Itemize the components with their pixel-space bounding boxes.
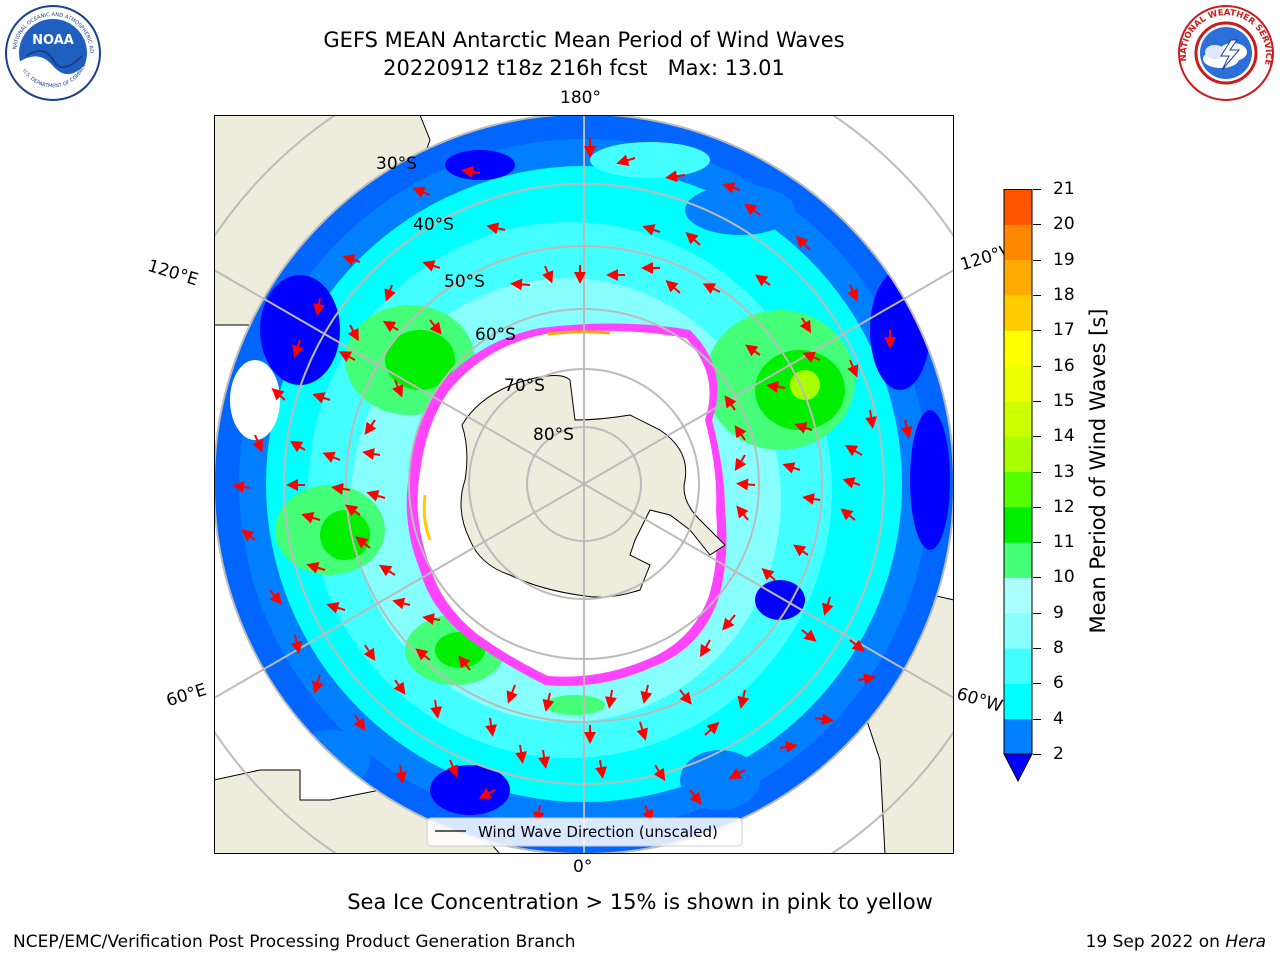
colorbar-band [1004,224,1032,261]
generation-date: 19 Sep 2022 on Hera [1086,932,1266,952]
colorbar-tick-mark [1033,436,1041,438]
colorbar-tick-mark [1033,648,1041,650]
wave-period-patches [230,142,950,815]
colorbar-tick-mark [1033,577,1041,579]
legend-label: Wind Wave Direction (unscaled) [478,823,718,841]
lat-label-70: 70°S [504,376,545,396]
colorbar-tick-mark [1033,471,1041,473]
chart-title: GEFS MEAN Antarctic Mean Period of Wind … [323,28,845,52]
lat-label-40: 40°S [413,215,454,235]
colorbar-under-triangle [1003,753,1033,783]
sea-ice-note: Sea Ice Concentration > 15% is shown in … [347,890,933,914]
colorbar-band [1004,400,1032,437]
colorbar-tick-label: 17 [1053,320,1075,341]
colorbar-tick-label: 16 [1053,355,1075,376]
colorbar-tick-label: 8 [1053,638,1064,659]
colorbar-tick-mark [1033,400,1041,402]
polar-map: 30°S 40°S 50°S 60°S 70°S 80°S [214,115,954,854]
colorbar-tick-mark [1033,189,1041,190]
lon-label-60e: 60°E [164,680,209,712]
colorbar-tick-label: 12 [1053,496,1075,517]
colorbar-tick-mark [1033,294,1041,296]
colorbar-tick-label: 18 [1053,284,1075,305]
noaa-logo: NOAA NATIONAL OCEANIC AND ATMOSPHERIC AD… [4,4,101,101]
colorbar-band [1004,718,1032,755]
colorbar-tick-mark [1033,542,1041,544]
lon-label-180: 180° [560,88,601,108]
lat-label-30: 30°S [376,154,417,174]
colorbar-band [1004,294,1032,331]
colorbar-band [1004,506,1032,543]
noaa-wordmark: NOAA [32,33,74,48]
colorbar-tick-mark [1033,754,1041,755]
colorbar-tick-label: 20 [1053,214,1075,235]
colorbar-band [1004,612,1032,649]
lon-label-60w: 60°W [954,684,1005,717]
colorbar-tick-mark [1033,330,1041,332]
nws-logo: NATIONAL WEATHER SERVICE [1178,5,1274,101]
colorbar-tick-label: 2 [1053,744,1064,764]
colorbar-tick-label: 6 [1053,673,1064,694]
colorbar-band [1004,189,1032,225]
colorbar-band [1004,683,1032,720]
graticule [214,115,954,854]
colorbar-band [1004,259,1032,296]
lon-label-120e: 120°E [145,256,201,291]
producer-credit: NCEP/EMC/Verification Post Processing Pr… [13,932,576,952]
colorbar-tick-mark [1033,365,1041,367]
map-legend: Wind Wave Direction (unscaled) [426,817,743,847]
colorbar-tick-mark [1033,259,1041,261]
date-text: 19 Sep 2022 on [1085,932,1226,952]
colorbar-band [1004,542,1032,578]
chart-subtitle: 20220912 t18z 216h fcst Max: 13.01 [383,56,785,80]
lat-label-60: 60°S [475,325,516,345]
colorbar-scale [1003,189,1033,783]
lat-label-80: 80°S [533,425,574,445]
colorbar-tick-mark [1033,718,1041,720]
colorbar-band [1004,330,1032,367]
colorbar-band [1004,365,1032,402]
colorbar-tick-label: 14 [1053,426,1075,447]
colorbar-tick-label: 4 [1053,708,1064,729]
wind-wave-arrows [232,138,913,824]
colorbar-tick-mark [1033,506,1041,508]
colorbar-title: Mean Period of Wind Waves [s] [1086,308,1110,634]
colorbar-tick-label: 10 [1053,567,1075,588]
lon-label-0: 0° [573,857,593,877]
colorbar-band [1004,436,1032,472]
colorbar-tick-label: 21 [1053,179,1075,199]
colorbar-tick-mark [1033,683,1041,685]
colorbar-tick-mark [1033,612,1041,614]
colorbar-band [1004,471,1032,508]
colorbar-band [1004,648,1032,684]
machine-name: Hera [1225,932,1266,952]
colorbar-tick-label: 15 [1053,390,1075,411]
colorbar-tick-label: 13 [1053,461,1075,482]
lat-label-50: 50°S [444,272,485,292]
colorbar-tick-label: 9 [1053,602,1064,623]
colorbar-band [1004,577,1032,614]
colorbar-tick-mark [1033,224,1041,226]
colorbar-tick-label: 19 [1053,249,1075,270]
colorbar-tick-label: 11 [1053,532,1075,553]
